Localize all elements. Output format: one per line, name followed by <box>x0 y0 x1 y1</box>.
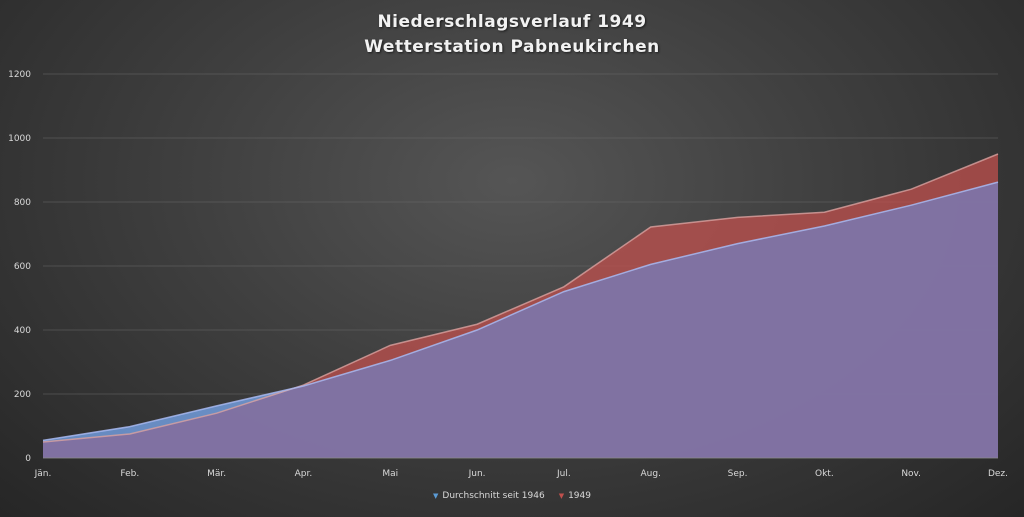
legend: ▼ Durchschnitt seit 1946 ▼ 1949 <box>0 491 1024 501</box>
x-tick-label: Apr. <box>295 469 313 479</box>
x-tick-label: Aug. <box>641 469 661 479</box>
legend-marker-1949: ▼ <box>558 491 565 500</box>
x-tick-label: Jun. <box>468 469 486 479</box>
y-tick-label: 800 <box>14 198 31 208</box>
y-tick-label: 1000 <box>8 134 31 144</box>
legend-marker-average: ▼ <box>433 491 439 500</box>
y-tick-label: 200 <box>14 390 31 400</box>
x-tick-label: Sep. <box>728 469 748 479</box>
chart-subtitle: Wetterstation Pabneukirchen <box>364 37 660 57</box>
x-tick-label: Okt. <box>815 469 834 479</box>
line-1949 <box>42 153 999 443</box>
line-average <box>42 181 999 442</box>
y-tick-label: 600 <box>14 262 31 272</box>
x-tick-label: Jän. <box>34 469 52 479</box>
y-tick-label: 0 <box>25 454 31 464</box>
x-tick-label: Nov. <box>901 469 921 479</box>
x-tick-label: Jul. <box>556 469 571 479</box>
legend-item-1949: ▼ 1949 <box>559 491 591 501</box>
legend-label-1949: 1949 <box>568 491 591 501</box>
x-tick-label: Mär. <box>207 469 226 479</box>
chart-title: Niederschlagsverlauf 1949 <box>377 12 647 32</box>
y-tick-label: 1200 <box>8 70 31 80</box>
y-tick-label: 400 <box>14 326 31 336</box>
legend-item-average: ▼ Durchschnitt seit 1946 <box>433 491 545 501</box>
legend-label-average: Durchschnitt seit 1946 <box>442 491 545 501</box>
x-tick-label: Feb. <box>120 469 139 479</box>
x-tick-label: Dez. <box>988 469 1008 479</box>
area-overlap <box>43 182 998 458</box>
x-tick-label: Mai <box>382 469 398 479</box>
